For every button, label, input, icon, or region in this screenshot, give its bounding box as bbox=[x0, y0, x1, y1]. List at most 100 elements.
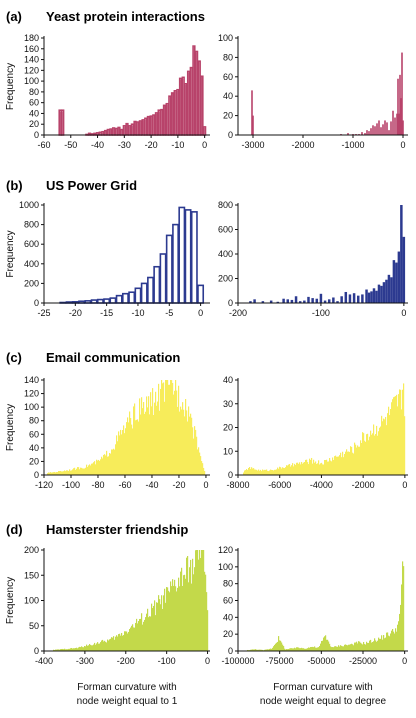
histogram-bar bbox=[315, 298, 319, 303]
histogram-bar bbox=[310, 459, 312, 475]
histogram-bar bbox=[103, 454, 105, 475]
histogram-bar bbox=[184, 209, 192, 304]
histogram-bar bbox=[73, 468, 75, 475]
histogram-bar bbox=[246, 469, 248, 475]
histogram-bar bbox=[62, 648, 64, 651]
histogram-bar bbox=[53, 649, 55, 651]
histogram-bar bbox=[131, 625, 133, 651]
histogram-bar bbox=[261, 471, 263, 475]
histogram-bar bbox=[295, 465, 297, 475]
histogram-bar bbox=[141, 119, 145, 136]
y-tick-label: 50 bbox=[29, 621, 39, 631]
histogram-bar bbox=[316, 647, 318, 651]
x-tick-label: -6000 bbox=[268, 480, 291, 490]
histogram-bar bbox=[358, 446, 360, 475]
histogram-bar bbox=[342, 646, 344, 651]
histogram-bar bbox=[280, 467, 282, 475]
histogram-bar bbox=[388, 130, 390, 135]
histogram-bar bbox=[348, 644, 350, 651]
histogram-bar bbox=[314, 462, 316, 475]
histogram-bar bbox=[372, 642, 374, 651]
histogram-bar bbox=[113, 448, 115, 475]
histogram-bar bbox=[364, 133, 366, 135]
histogram-bar bbox=[111, 449, 113, 475]
histogram-bar bbox=[390, 409, 392, 475]
histogram-bar bbox=[384, 638, 386, 651]
bars bbox=[53, 550, 209, 651]
histogram-bar bbox=[63, 649, 65, 651]
y-tick-label: 140 bbox=[24, 55, 39, 65]
histogram-bar bbox=[396, 394, 398, 475]
histogram-bar bbox=[58, 649, 60, 651]
histogram-bar bbox=[67, 649, 69, 651]
histogram-bar bbox=[270, 469, 272, 475]
histogram-bar bbox=[157, 401, 159, 475]
histogram-bar bbox=[191, 583, 193, 651]
histogram-bar bbox=[366, 130, 368, 135]
histogram-bar bbox=[90, 465, 92, 475]
histogram-bar bbox=[122, 430, 124, 475]
histogram-bar bbox=[149, 616, 151, 651]
histogram-bar bbox=[170, 92, 175, 136]
histogram-bar bbox=[76, 468, 78, 475]
histogram-bar bbox=[55, 472, 57, 475]
histogram-bar bbox=[334, 646, 336, 651]
histogram-bar bbox=[54, 471, 56, 475]
histogram-bar bbox=[400, 389, 402, 475]
y-tick-label: 40 bbox=[29, 443, 39, 453]
y-tick-label: 200 bbox=[218, 274, 233, 284]
x-tick-label: 0 bbox=[198, 308, 203, 318]
histogram-bar bbox=[181, 76, 185, 136]
histogram-bar bbox=[255, 649, 257, 651]
histogram-bar bbox=[269, 470, 271, 475]
histogram-bar bbox=[188, 406, 190, 475]
histogram-bar bbox=[358, 641, 360, 651]
histogram-bar bbox=[76, 647, 78, 651]
x-tick-label: 0 bbox=[202, 140, 207, 150]
histogram-bar bbox=[302, 648, 304, 651]
histogram-bar bbox=[294, 463, 296, 475]
histogram-bar bbox=[326, 459, 328, 475]
histogram-bar bbox=[333, 647, 335, 651]
histogram-bar bbox=[388, 406, 390, 475]
histogram-bar bbox=[315, 461, 317, 475]
histogram-bar bbox=[264, 649, 266, 651]
histogram-bar bbox=[103, 298, 111, 304]
histogram-bar bbox=[339, 455, 341, 475]
histogram-bar bbox=[96, 298, 104, 304]
histogram-bar bbox=[363, 433, 365, 475]
histogram-bar bbox=[171, 380, 173, 475]
histogram-bar bbox=[380, 638, 382, 651]
histogram-bar bbox=[127, 633, 129, 651]
histogram-bar bbox=[167, 380, 169, 475]
histogram-bar bbox=[99, 643, 101, 651]
histogram-bar bbox=[192, 558, 194, 651]
histogram-bar bbox=[400, 205, 403, 303]
histogram-bar bbox=[107, 639, 109, 651]
histogram-bar bbox=[147, 276, 154, 304]
histogram-bar bbox=[304, 648, 306, 651]
histogram-bar bbox=[300, 464, 302, 475]
histogram-bar bbox=[139, 398, 141, 475]
histogram-bar bbox=[366, 641, 368, 651]
histogram-bar bbox=[125, 122, 129, 136]
histogram-bar bbox=[377, 435, 379, 475]
histogram-bar bbox=[183, 575, 185, 651]
histogram-bar bbox=[295, 648, 297, 651]
histogram-bar bbox=[179, 586, 181, 651]
histogram-bar bbox=[308, 647, 310, 651]
histogram-bar bbox=[397, 406, 399, 475]
histogram-bar bbox=[368, 131, 370, 135]
bars bbox=[249, 205, 406, 303]
histogram-bar bbox=[85, 646, 87, 651]
histogram-bar bbox=[177, 587, 179, 651]
histogram-bar bbox=[372, 125, 374, 135]
histogram-bar bbox=[375, 640, 377, 651]
histogram-bar bbox=[361, 643, 363, 651]
panel-label: (d) bbox=[6, 522, 23, 537]
histogram-bar bbox=[339, 646, 341, 651]
histogram-bar bbox=[349, 644, 351, 651]
histogram-bar bbox=[319, 464, 321, 475]
bars bbox=[247, 561, 405, 651]
histogram-bar bbox=[200, 557, 202, 651]
